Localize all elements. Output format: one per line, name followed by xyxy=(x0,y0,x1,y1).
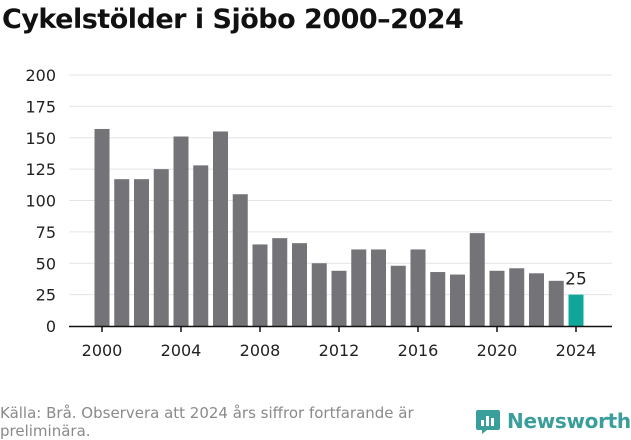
bar xyxy=(252,244,268,326)
bar xyxy=(450,274,465,326)
newsworthy-logo: Newsworthy xyxy=(475,408,631,434)
y-tick-label: 100 xyxy=(25,192,56,211)
bar-chart-icon xyxy=(476,410,500,434)
y-tick-label: 0 xyxy=(46,317,56,336)
bar xyxy=(173,136,189,326)
bar xyxy=(430,272,446,326)
x-tick-label: 2024 xyxy=(556,341,597,360)
bar xyxy=(292,243,307,326)
bar xyxy=(371,249,386,326)
y-axis-tick-labels: 0 25 50 75 100 125 150 175 200 xyxy=(25,66,56,336)
x-axis-ticks: 2000 2004 2008 2012 2016 2020 2024 xyxy=(82,326,597,360)
y-tick-label: 150 xyxy=(25,129,56,148)
data-labels: 25 xyxy=(565,270,587,290)
bar xyxy=(213,131,228,326)
gridlines xyxy=(69,74,612,296)
bar xyxy=(489,270,505,326)
y-tick-label: 175 xyxy=(25,97,56,116)
y-tick-label: 25 xyxy=(36,286,56,305)
x-tick-label: 2008 xyxy=(240,341,281,360)
bar xyxy=(331,270,347,326)
data-label: 25 xyxy=(565,270,587,290)
x-tick-label: 2004 xyxy=(161,341,202,360)
bar xyxy=(410,249,426,326)
bar xyxy=(568,294,584,326)
bar xyxy=(94,128,110,326)
bar xyxy=(272,238,288,326)
chart-title: Cykelstölder i Sjöbo 2000–2024 xyxy=(2,4,464,35)
bar xyxy=(193,165,209,326)
y-tick-label: 75 xyxy=(36,223,56,242)
bar xyxy=(134,179,149,326)
bar xyxy=(232,194,248,326)
y-tick-label: 50 xyxy=(36,254,56,273)
bar xyxy=(311,263,327,326)
x-tick-label: 2016 xyxy=(398,341,439,360)
bar xyxy=(390,265,406,326)
y-tick-label: 125 xyxy=(25,160,56,179)
source-note: Källa: Brå. Observera att 2024 års siffr… xyxy=(0,404,414,440)
bar xyxy=(469,233,485,326)
bars xyxy=(94,128,584,326)
bar xyxy=(548,280,564,326)
x-tick-label: 2020 xyxy=(477,341,518,360)
bar xyxy=(114,179,130,326)
bar xyxy=(153,169,169,326)
brand-name: Newsworthy xyxy=(507,409,631,433)
x-tick-label: 2000 xyxy=(82,341,123,360)
x-tick-label: 2012 xyxy=(319,341,360,360)
bar xyxy=(529,273,544,326)
bar xyxy=(509,268,525,326)
y-tick-label: 200 xyxy=(25,66,56,85)
bar xyxy=(351,249,367,326)
